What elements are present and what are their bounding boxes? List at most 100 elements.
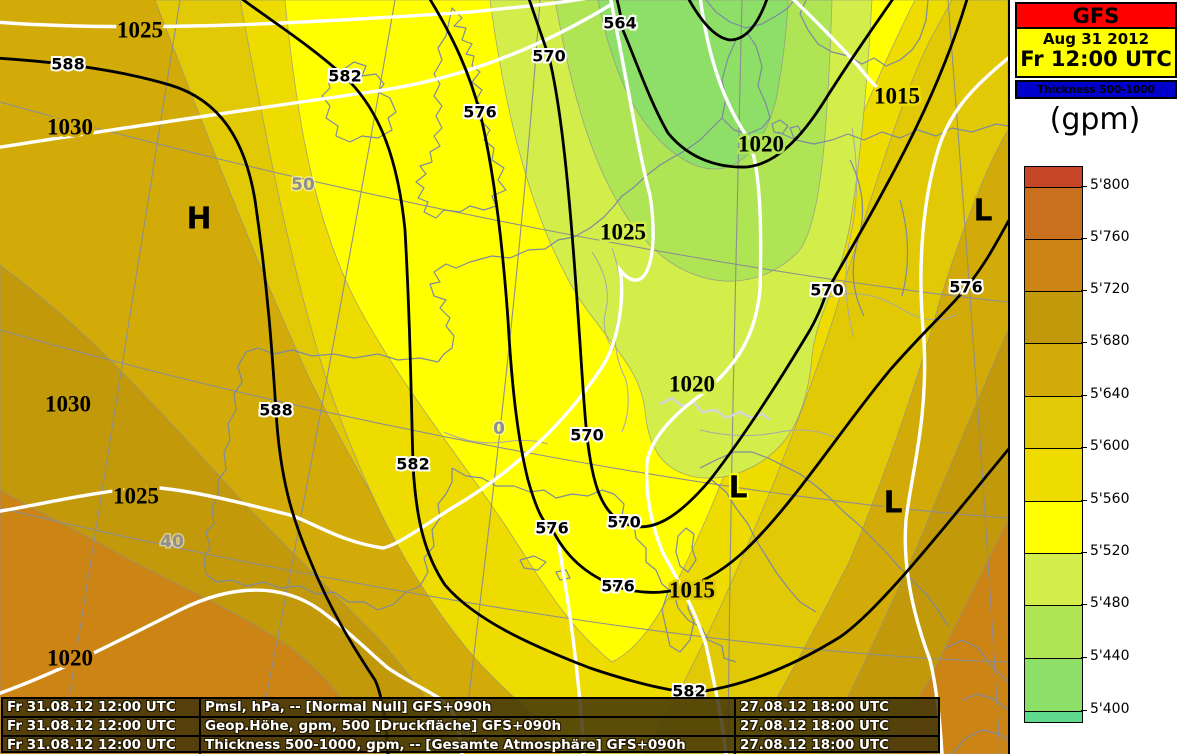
coast-danish-islands [771, 119, 803, 139]
coast-baltic-south [777, 123, 1008, 145]
geopotential-contours [0, 0, 1008, 754]
geopotential-label: 576 [463, 103, 496, 122]
tick-label: 5'720 [1090, 281, 1130, 297]
contour-582 [241, 0, 1008, 695]
meridian-20w [59, 0, 181, 754]
run-time: Fr 12:00 UTC [1020, 47, 1172, 71]
grid-label: 50 [291, 175, 315, 195]
run-date: Aug 31 2012 [1042, 30, 1150, 48]
pressure-label: 1025 [600, 219, 646, 244]
field-description: Geop.Höhe, gpm, 500 [Druckfläche] GFS+09… [201, 718, 736, 735]
unit-label: (gpm) [1049, 102, 1141, 137]
latlon-grid [0, 0, 1008, 754]
coast-biscay-spain-north [245, 347, 439, 363]
geopotential-label: 582 [672, 682, 705, 701]
scale-segment [1025, 448, 1082, 501]
coast-sicily-tunisia [945, 639, 1008, 754]
parallel-40n [0, 507, 1008, 663]
tick-mark [1081, 186, 1087, 187]
run-badge: Aug 31 2012 Fr 12:00 UTC [1015, 29, 1177, 78]
field-badge: Thickness 500-1000 [1015, 80, 1177, 99]
scale-segment [1025, 658, 1082, 711]
contour-564-inner [687, 0, 769, 42]
pressure-label: 1020 [47, 645, 93, 670]
thickness-fill-bands [0, 0, 1008, 754]
geopotential-label: 576 [535, 519, 568, 538]
tick-label: 5'600 [1090, 438, 1130, 454]
contour-588 [0, 56, 390, 754]
tick-label: 5'440 [1090, 648, 1130, 664]
tick-label: 5'560 [1090, 491, 1130, 507]
isobar-1015-stub [791, 0, 888, 96]
pressure-label: 1025 [117, 17, 163, 42]
geopotential-label: 576 [949, 278, 982, 297]
pressure-center-low: L [883, 486, 902, 521]
tick-mark [1081, 447, 1087, 448]
geopotential-label: 588 [51, 55, 84, 74]
run-valid-time: Fr 31.08.12 12:00 UTC [3, 699, 201, 716]
meridian-0 [461, 0, 541, 754]
run-valid-time: Fr 31.08.12 12:00 UTC [3, 718, 201, 735]
parallel-45n [0, 329, 1008, 519]
tick-label: 5'760 [1090, 229, 1130, 245]
scale-segment [1025, 501, 1082, 553]
pressure-center-low: L [728, 471, 747, 506]
contour-570 [527, 0, 969, 529]
coast-jutland [721, 33, 771, 135]
contour-564 [615, 0, 894, 169]
coast-adriatic-east [699, 451, 949, 627]
run-info-box: Fr 31.08.12 12:00 UTC Pmsl, hPa, -- [Norm… [1, 697, 940, 754]
geopotential-label: 564 [603, 14, 636, 33]
scale-segment [1025, 291, 1082, 343]
run-info-row: Fr 31.08.12 12:00 UTC Geop.Höhe, gpm, 500… [3, 718, 938, 737]
geopotential-label: 576 [601, 577, 634, 596]
model-badge: GFS [1015, 2, 1177, 29]
isobar-1020-east [644, 0, 763, 754]
tick-mark [1081, 500, 1087, 501]
tick-label: 5'640 [1090, 386, 1130, 402]
run-valid-time: Fr 31.08.12 12:00 UTC [3, 737, 201, 754]
coast-corsica [675, 527, 697, 573]
grid-label: 0 [493, 419, 505, 439]
scale-segment [1025, 711, 1082, 722]
tick-label: 5'680 [1090, 333, 1130, 349]
coast-balkan-rivers [849, 159, 909, 317]
field-name: Thickness 500-1000 [1037, 84, 1155, 96]
pressure-label: 1015 [669, 577, 715, 602]
map-area: 588 582 576 570 564 570 576 588 582 570 576 570 576 5… [0, 0, 1008, 754]
run-init-time: 27.08.12 18:00 UTC [740, 737, 890, 753]
pressure-label: 1025 [113, 483, 159, 508]
run-init-time: 27.08.12 18:00 UTC [740, 718, 890, 734]
run-info-row: Fr 31.08.12 12:00 UTC Pmsl, hPa, -- [Norm… [3, 699, 938, 718]
coast-portugal-west [205, 351, 247, 547]
pressure-label: 1015 [874, 83, 920, 108]
tick-mark [1081, 604, 1087, 605]
scale-segment [1025, 396, 1082, 448]
tick-mark [1081, 290, 1087, 291]
map-labels: 588 582 576 570 564 570 576 588 582 570 576 570 576 5… [43, 12, 995, 703]
geopotential-label: 588 [259, 401, 292, 420]
scale-segment [1025, 167, 1082, 187]
run-info-row: Fr 31.08.12 12:00 UTC Thickness 500-1000,… [3, 737, 938, 754]
pressure-label: 1030 [45, 391, 91, 416]
geopotential-label: 570 [570, 426, 603, 445]
geopotential-label: 570 [607, 513, 640, 532]
pressure-label: 1020 [738, 131, 784, 156]
pressure-center-low: L [973, 194, 992, 229]
tick-label: 5'520 [1090, 543, 1130, 559]
legend-panel: GFS Aug 31 2012 Fr 12:00 UTC Thickness 5… [1008, 0, 1182, 754]
color-scale-bar [1024, 166, 1083, 723]
isobar-1015-east [903, 56, 1008, 754]
coast-italy-west [613, 493, 737, 663]
thickness-map: 588 582 576 570 564 570 576 588 582 570 576 570 576 5… [0, 0, 1008, 754]
coast-ireland [321, 61, 397, 143]
tick-mark [1081, 552, 1087, 553]
coast-iberia-south [203, 468, 453, 611]
coast-med-france [451, 467, 615, 499]
field-description: Pmsl, hPa, -- [Normal Null] GFS+090h [201, 699, 736, 716]
scale-segment [1025, 343, 1082, 396]
pressure-label: 1020 [669, 371, 715, 396]
parallel-50n [0, 101, 1008, 303]
tick-mark [1081, 342, 1087, 343]
